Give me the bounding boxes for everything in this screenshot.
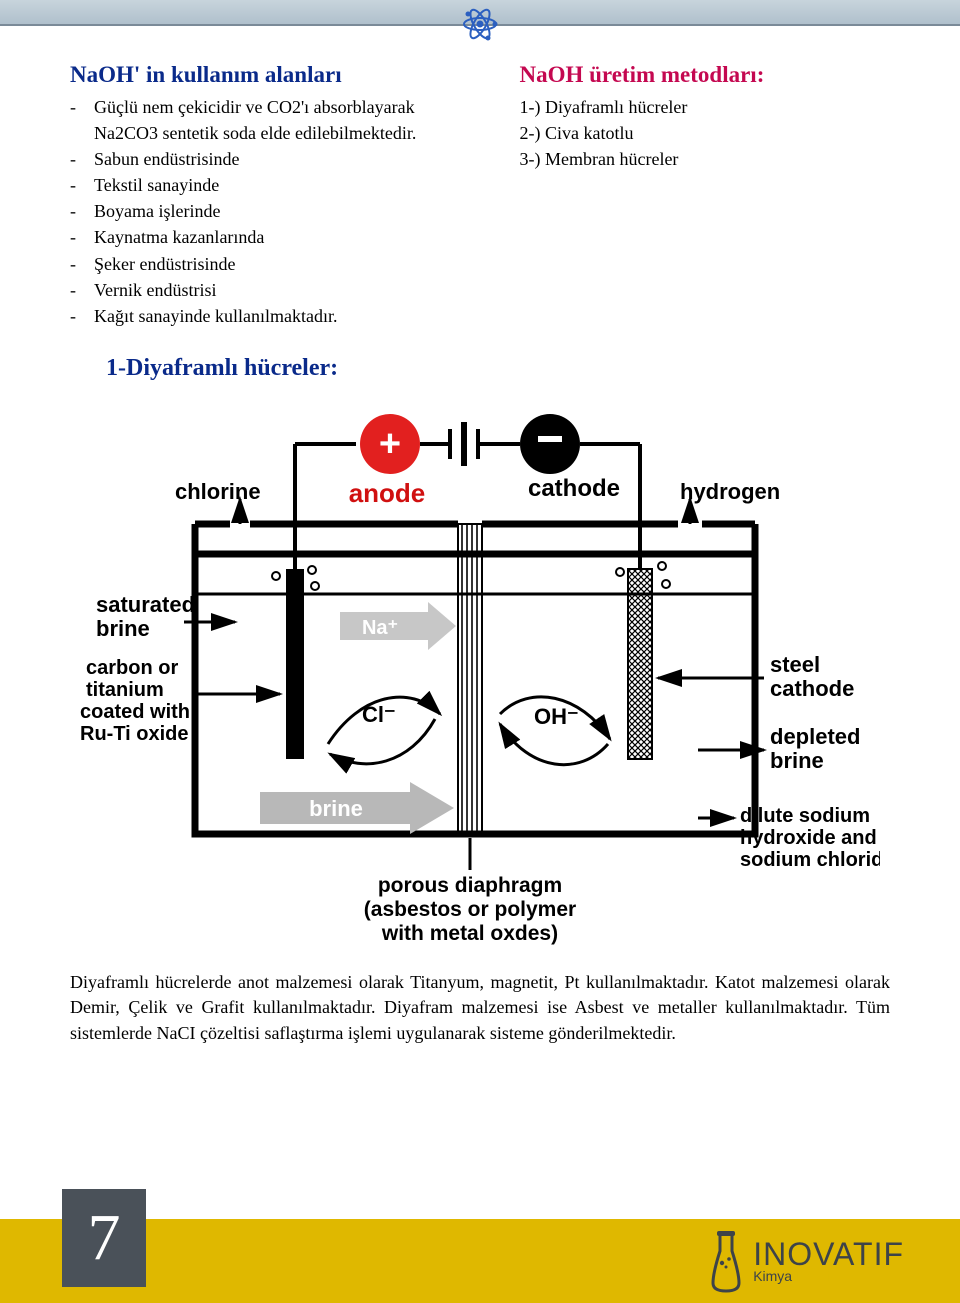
methods-item: 1-) Diyaframlı hücreler xyxy=(520,94,891,120)
uses-item: Güçlü nem çekicidir ve CO2'ı absorblayar… xyxy=(70,94,480,120)
svg-text:Cl⁻: Cl⁻ xyxy=(362,702,396,727)
logo-title: INOVATIF xyxy=(753,1239,904,1269)
uses-item: Vernik endüstrisi xyxy=(70,277,480,303)
methods-item: 3-) Membran hücreler xyxy=(520,146,891,172)
uses-item: Na2CO3 sentetik soda elde edilebilmekted… xyxy=(70,120,480,146)
uses-list: Güçlü nem çekicidir ve CO2'ı absorblayar… xyxy=(70,94,480,329)
footer: 7 INOVATIF Kimya Dergisi xyxy=(0,1185,960,1303)
methods-list: 1-) Diyaframlı hücreler 2-) Civa katotlu… xyxy=(520,94,891,172)
svg-text:Na⁺: Na⁺ xyxy=(362,617,398,639)
diaphragm-subheader: 1-Diyaframlı hücreler: xyxy=(106,355,890,382)
page-number: 7 xyxy=(62,1189,146,1287)
uses-heading: NaOH' in kullanım alanları xyxy=(70,62,480,88)
methods-heading: NaOH üretim metodları: xyxy=(520,62,891,88)
uses-item: Kağıt sanayinde kullanılmaktadır. xyxy=(70,303,480,329)
svg-text:(asbestos or polymer: (asbestos or polymer xyxy=(364,898,576,921)
logo-subtitle: Kimya Dergisi xyxy=(753,1270,904,1283)
svg-text:coated with: coated with xyxy=(80,701,190,723)
svg-text:carbon or: carbon or xyxy=(86,657,178,679)
svg-text:brine: brine xyxy=(96,616,150,641)
svg-text:anode: anode xyxy=(349,478,426,508)
svg-text:+: + xyxy=(379,423,401,465)
methods-item: 2-) Civa katotlu xyxy=(520,120,891,146)
svg-text:Ru-Ti oxide: Ru-Ti oxide xyxy=(80,723,189,745)
flask-icon xyxy=(709,1229,743,1293)
svg-text:brine: brine xyxy=(770,748,824,773)
top-border-bar xyxy=(0,0,960,26)
svg-text:cathode: cathode xyxy=(528,475,620,502)
svg-text:hydroxide and: hydroxide and xyxy=(740,827,877,849)
svg-text:sodium chloride: sodium chloride xyxy=(740,849,880,871)
svg-text:saturated: saturated xyxy=(96,592,195,617)
uses-item: Sabun endüstrisinde xyxy=(70,146,480,172)
svg-text:OH⁻: OH⁻ xyxy=(534,704,579,729)
svg-text:with metal oxdes): with metal oxdes) xyxy=(381,922,558,945)
svg-text:cathode: cathode xyxy=(770,676,854,701)
svg-text:hydrogen: hydrogen xyxy=(680,479,780,504)
uses-item: Tekstil sanayinde xyxy=(70,172,480,198)
svg-text:steel: steel xyxy=(770,652,820,677)
svg-text:depleted: depleted xyxy=(770,724,860,749)
uses-item: Şeker endüstrisinde xyxy=(70,251,480,277)
uses-item: Kaynatma kazanlarında xyxy=(70,224,480,250)
diagram-caption: Diyaframlı hücrelerde anot malzemesi ola… xyxy=(70,970,890,1047)
uses-item: Boyama işlerinde xyxy=(70,198,480,224)
svg-text:titanium: titanium xyxy=(86,679,164,701)
svg-text:dilute sodium: dilute sodium xyxy=(740,805,870,827)
svg-text:porous diaphragm: porous diaphragm xyxy=(378,874,562,897)
svg-text:chlorine: chlorine xyxy=(175,479,261,504)
svg-text:brine: brine xyxy=(309,796,363,821)
magazine-logo: INOVATIF Kimya Dergisi xyxy=(709,1229,904,1293)
diaphragm-cell-diagram: + anode cathode chlorine hydrogen xyxy=(70,394,890,954)
atom-icon xyxy=(460,4,500,49)
